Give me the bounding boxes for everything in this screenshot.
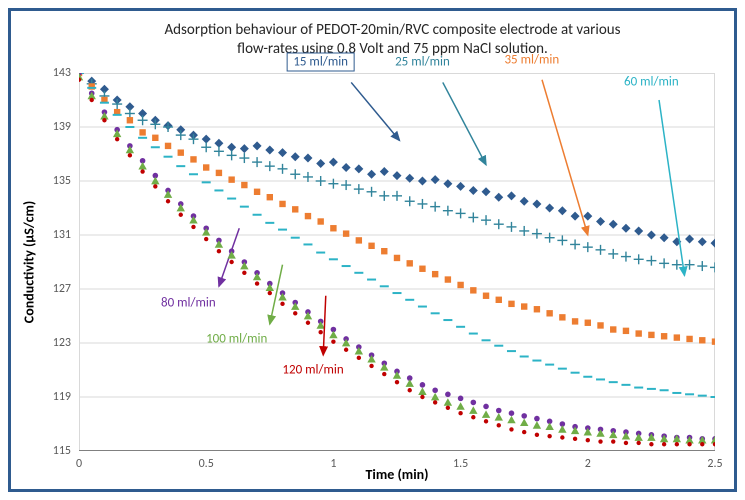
- plot-area: 11511912312713113513914300.511.522.515 m…: [79, 73, 715, 451]
- x-tick-label: 2.5: [707, 457, 722, 471]
- x-tick-label: 0.5: [199, 457, 214, 471]
- title-line-1: Adsorption behaviour of PEDOT-20min/RVC …: [165, 21, 621, 39]
- series-label-s15: 15 ml/min: [286, 53, 355, 72]
- y-tick-label: 139: [53, 120, 71, 134]
- plot-svg: [79, 73, 715, 451]
- x-tick-label: 2: [585, 457, 591, 471]
- y-tick-label: 135: [53, 174, 71, 188]
- y-tick-label: 119: [53, 390, 71, 404]
- y-tick-label: 123: [53, 336, 71, 350]
- x-tick-label: 1.5: [453, 457, 468, 471]
- x-tick-label: 0: [76, 457, 82, 471]
- y-axis-label: Conductivity (µS/cm): [21, 201, 38, 323]
- chart-title: Adsorption behaviour of PEDOT-20min/RVC …: [71, 21, 714, 59]
- x-axis-label: Time (min): [365, 466, 428, 483]
- y-tick-label: 115: [53, 444, 71, 458]
- y-tick-label: 127: [53, 282, 71, 296]
- y-tick-label: 143: [53, 66, 71, 80]
- x-tick-label: 1: [330, 457, 336, 471]
- chart-frame: Adsorption behaviour of PEDOT-20min/RVC …: [8, 8, 737, 492]
- title-line-2: flow-rates using 0.8 Volt and 75 ppm NaC…: [237, 40, 548, 58]
- y-tick-label: 131: [53, 228, 71, 242]
- chart-container: Adsorption behaviour of PEDOT-20min/RVC …: [0, 0, 745, 500]
